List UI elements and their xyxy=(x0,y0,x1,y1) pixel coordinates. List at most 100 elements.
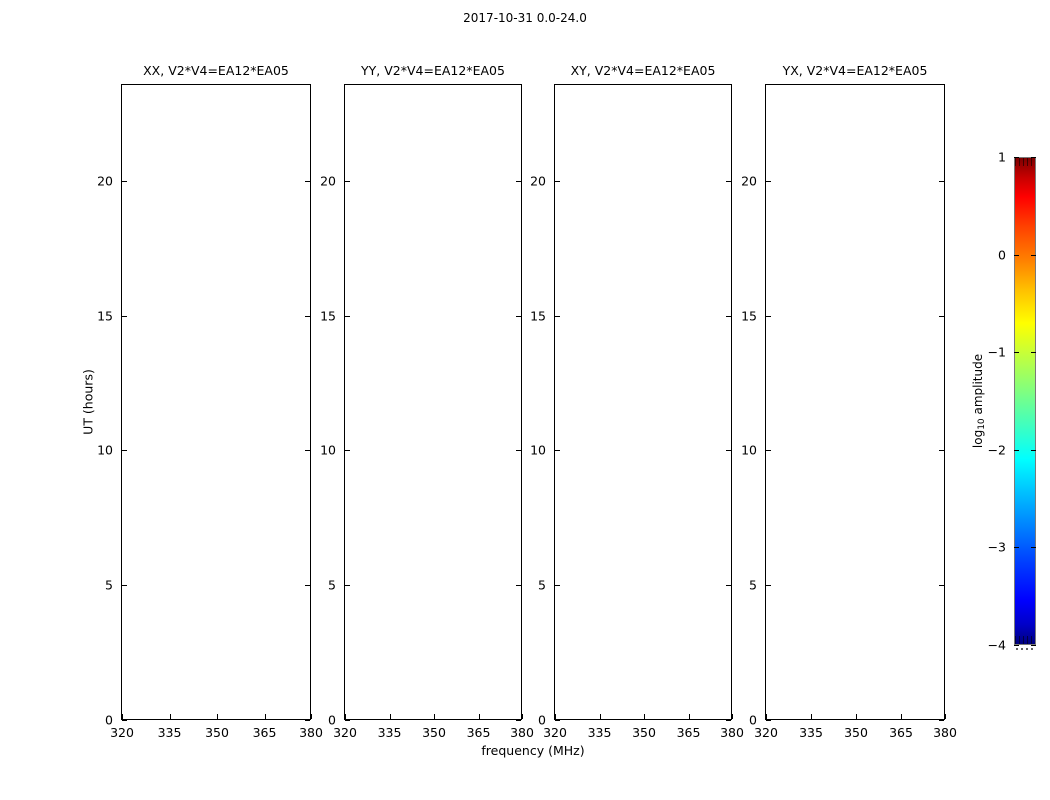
xtick-mark xyxy=(644,714,645,719)
ytick-mark xyxy=(345,181,350,182)
ytick-label: 5 xyxy=(105,577,113,593)
subplot-panel-xx[interactable]: XX, V2*V4=EA12*EA05 320 335 350 365 380 … xyxy=(97,63,323,740)
ytick-mark-right xyxy=(726,316,731,317)
xtick-mark xyxy=(122,714,123,719)
colorbar-tick-mark xyxy=(1031,547,1036,549)
xtick-label: 350 xyxy=(205,725,229,740)
ytick-mark xyxy=(766,585,771,586)
xtick-mark xyxy=(555,714,556,719)
colorbar-tick-mark xyxy=(1031,352,1036,354)
xtick-mark xyxy=(732,714,733,719)
colorbar-tick-mark xyxy=(1014,352,1019,354)
colorbar-under-dots xyxy=(1016,648,1036,650)
subplot-title-yy: YY, V2*V4=EA12*EA05 xyxy=(361,63,505,78)
subplot-title-yx: YX, V2*V4=EA12*EA05 xyxy=(782,63,928,78)
ytick-label: 5 xyxy=(328,577,336,593)
xtick-mark xyxy=(856,714,857,719)
ytick-label: 20 xyxy=(530,173,546,189)
xtick-mark xyxy=(811,714,812,719)
ytick-mark-right xyxy=(939,316,944,317)
ytick-mark-right xyxy=(305,181,310,182)
colorbar-gradient xyxy=(1014,157,1036,645)
ytick-mark xyxy=(766,450,771,451)
colorbar-tick-mark xyxy=(1031,157,1036,158)
colorbar-extend-bottom-hatch xyxy=(1015,636,1035,644)
ytick-mark-right xyxy=(305,450,310,451)
ytick-mark-right xyxy=(516,316,521,317)
xtick-label: 365 xyxy=(889,725,913,740)
ytick-mark-right xyxy=(305,585,310,586)
ytick-mark-right xyxy=(726,181,731,182)
xtick-mark xyxy=(901,714,902,719)
ytick-mark xyxy=(345,450,350,451)
xtick-mark xyxy=(478,714,480,719)
xtick-label: 380 xyxy=(933,725,957,740)
xtick-label: 335 xyxy=(587,725,612,740)
colorbar-tick-mark xyxy=(1014,547,1019,549)
y-axis-label: UT (hours) xyxy=(80,369,96,435)
subplot-panel-yy[interactable]: YY, V2*V4=EA12*EA05 320 335 350 365 380 … xyxy=(320,63,534,740)
colorbar-tick-mark xyxy=(1014,449,1019,451)
colorbar-tick-label: −2 xyxy=(987,442,1006,458)
xtick-mark xyxy=(434,714,435,719)
xtick-mark xyxy=(345,714,346,719)
xtick-label: 365 xyxy=(252,725,277,740)
ytick-mark-right xyxy=(726,450,731,451)
ytick-mark xyxy=(555,316,560,317)
ytick-label: 5 xyxy=(538,577,546,593)
ytick-mark-right xyxy=(726,585,731,586)
colorbar[interactable]: −4 −3 −2 −1 0 1 xyxy=(988,150,1036,653)
ytick-mark xyxy=(766,316,771,317)
ytick-mark xyxy=(122,316,127,317)
colorbar-tick-mark xyxy=(1031,645,1036,646)
xtick-label: 320 xyxy=(333,725,357,740)
ytick-label: 15 xyxy=(320,308,336,324)
ytick-label: 10 xyxy=(741,442,757,458)
ytick-mark-right xyxy=(726,720,731,721)
xtick-label: 350 xyxy=(632,725,656,740)
ytick-label: 0 xyxy=(328,712,336,728)
ytick-label: 0 xyxy=(105,712,113,728)
ytick-mark-right xyxy=(516,585,521,586)
xtick-mark xyxy=(599,714,601,719)
colorbar-tick-mark xyxy=(1014,157,1019,158)
xtick-mark xyxy=(945,714,946,719)
xtick-mark xyxy=(766,714,767,719)
colorbar-tick-label: 1 xyxy=(998,149,1006,165)
ytick-mark xyxy=(345,585,350,586)
ytick-label: 20 xyxy=(97,173,113,189)
xtick-label: 365 xyxy=(466,725,491,740)
ytick-mark xyxy=(555,585,560,586)
colorbar-label-subscript: 10 xyxy=(977,418,987,430)
ytick-mark-right xyxy=(516,181,521,182)
colorbar-tick-label: 0 xyxy=(998,247,1006,263)
ytick-label: 15 xyxy=(97,308,113,324)
ytick-mark-right xyxy=(939,181,944,182)
colorbar-tick-label: −1 xyxy=(987,344,1006,360)
ytick-mark-right xyxy=(516,450,521,451)
xtick-label: 350 xyxy=(844,725,868,740)
subplot-panel-xy[interactable]: XY, V2*V4=EA12*EA05 320 335 350 365 380 … xyxy=(530,63,744,740)
colorbar-tick-mark xyxy=(1031,449,1036,451)
xtick-label: 335 xyxy=(377,725,402,740)
ytick-label: 10 xyxy=(97,442,113,458)
xtick-mark xyxy=(389,714,391,719)
ytick-mark-right xyxy=(939,585,944,586)
ytick-label: 20 xyxy=(320,173,336,189)
ytick-label: 10 xyxy=(530,442,546,458)
ytick-mark xyxy=(122,720,127,721)
ytick-mark xyxy=(122,450,127,451)
colorbar-label-base: log xyxy=(971,429,985,449)
ytick-label: 0 xyxy=(538,712,546,728)
xtick-label: 335 xyxy=(157,725,182,740)
ytick-mark xyxy=(555,450,560,451)
ytick-label: 10 xyxy=(320,442,336,458)
xtick-label: 335 xyxy=(799,725,823,740)
ytick-label: 5 xyxy=(749,577,757,593)
colorbar-extend-top-hatch xyxy=(1015,158,1035,166)
colorbar-axis-label: log10 amplitude xyxy=(971,354,987,449)
subplot-panel-yx[interactable]: YX, V2*V4=EA12*EA05 320 335 350 365 380 … xyxy=(741,63,957,740)
colorbar-tick-mark xyxy=(1014,645,1019,646)
xtick-label: 320 xyxy=(754,725,778,740)
